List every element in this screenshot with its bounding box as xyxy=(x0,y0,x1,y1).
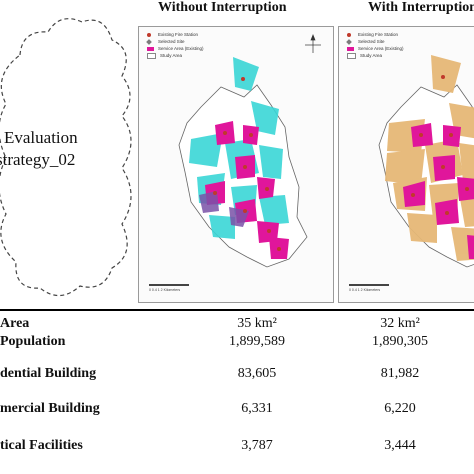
selected-site-coverage xyxy=(385,55,474,261)
overlap-areas xyxy=(199,191,249,227)
with-value: 3,444 xyxy=(384,438,416,453)
table-row: mercial Building 6,331 6,220 xyxy=(0,401,474,421)
row-label: tical Facilities xyxy=(0,438,83,453)
with-value: 32 km² xyxy=(380,316,420,331)
without-interruption-title: Without Interruption xyxy=(158,0,287,15)
row-label: mercial Building xyxy=(0,401,100,416)
north-arrow-icon xyxy=(305,34,321,53)
study-area-swatch xyxy=(347,52,356,59)
table-row: dential Building 83,605 81,982 xyxy=(0,366,474,386)
scale-text: 0 0.4 1 2 Kilometers xyxy=(349,288,381,292)
fire-station-icon xyxy=(347,32,351,37)
map-legend: Existing Fire Station Selected Site Serv… xyxy=(346,31,404,59)
table-row: Area 35 km² 32 km² xyxy=(0,316,474,336)
fire-station-icon xyxy=(147,32,151,37)
scale-bar xyxy=(349,284,389,286)
site-markers xyxy=(213,77,281,251)
without-value: 6,331 xyxy=(241,401,273,416)
row-label: Area xyxy=(0,316,30,331)
evaluation-cloud xyxy=(0,18,132,297)
without-value: 1,899,589 xyxy=(229,334,285,349)
table-row: Population 1,899,589 1,890,305 xyxy=(0,334,474,354)
service-area-swatch xyxy=(147,46,154,51)
study-area-swatch xyxy=(147,52,156,59)
map-without-interruption: Existing Fire Station Selected Site Serv… xyxy=(138,26,334,303)
table-top-rule xyxy=(0,309,474,311)
site-markers xyxy=(411,75,469,215)
without-value: 35 km² xyxy=(237,316,277,331)
row-label: dential Building xyxy=(0,366,97,381)
with-value: 1,890,305 xyxy=(372,334,428,349)
selected-site-icon xyxy=(346,38,352,45)
scale-bar xyxy=(149,284,189,286)
map-with-interruption: Existing Fire Station Selected Site Serv… xyxy=(338,26,474,303)
cloud-line-1: Evaluation xyxy=(4,128,78,147)
with-interruption-title: With Interruption xyxy=(368,0,474,15)
without-value: 3,787 xyxy=(241,438,273,453)
service-area-swatch xyxy=(347,46,354,51)
row-label: Population xyxy=(0,334,66,349)
selected-site-icon xyxy=(146,38,152,45)
table-row: tical Facilities 3,787 3,444 xyxy=(0,438,474,458)
cloud-line-2: strategy_02 xyxy=(0,150,76,169)
with-value: 6,220 xyxy=(384,401,416,416)
with-value: 81,982 xyxy=(380,366,420,381)
map-legend: Existing Fire Station Selected Site Serv… xyxy=(146,31,204,59)
scale-text: 0 0.4 1 2 Kilometers xyxy=(149,288,181,292)
without-value: 83,605 xyxy=(237,366,277,381)
